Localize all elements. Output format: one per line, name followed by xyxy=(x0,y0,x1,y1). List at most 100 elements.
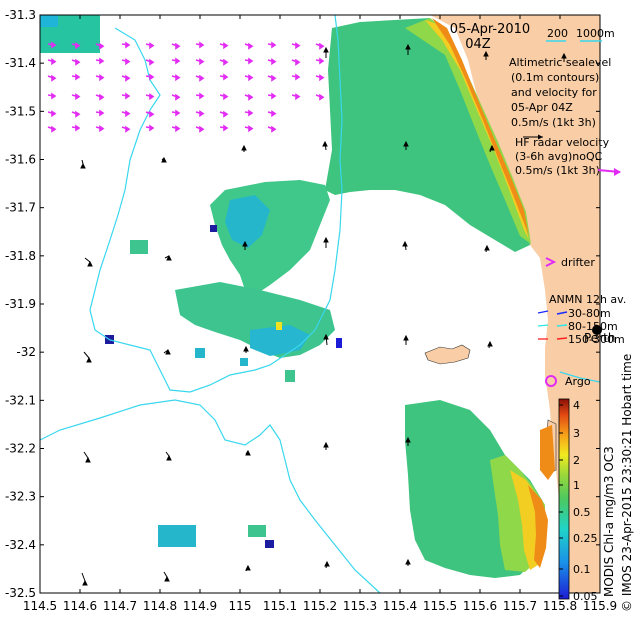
x-axis: 114.5 114.6 114.7 114.8 114.9 115 115.1 115.2 11… xyxy=(23,15,617,613)
colorbar-tick-label: 3 xyxy=(573,427,580,440)
hf-legend: HF radar velocity (3-6h avg)noQC 0.5m/s … xyxy=(515,136,610,177)
isobath-contours xyxy=(40,15,600,593)
altimetry-arrow xyxy=(83,451,89,459)
altimetry-arrowhead xyxy=(489,144,495,151)
altimetry-arrowhead xyxy=(403,140,409,147)
hf-arrowhead xyxy=(51,125,57,133)
anmn-80-150-label: 80-150m xyxy=(568,320,618,333)
altimetry-arrowhead xyxy=(164,575,170,582)
hf-arrowhead xyxy=(75,93,81,101)
x-tick-label: 115 xyxy=(229,599,252,613)
hf-arrowhead xyxy=(125,125,131,133)
altimetry-legend-line: 0.5m/s (1kt 3h) xyxy=(511,116,596,129)
hf-arrowhead xyxy=(125,110,131,118)
altimetry-arrowhead xyxy=(87,260,93,267)
x-tick-label: 115.4 xyxy=(383,599,417,613)
colorbar-tick-label: 0.05 xyxy=(573,590,598,603)
colorbar-tick-label: 2 xyxy=(573,454,580,467)
x-tick-label: 115.9 xyxy=(583,599,617,613)
hf-arrowhead xyxy=(51,41,57,49)
header-date: 05-Apr-2010 xyxy=(450,22,530,37)
altimetry-arrowhead xyxy=(323,441,329,448)
hf-arrowhead xyxy=(248,109,254,117)
scale-label-1000: 1000m xyxy=(576,27,615,40)
scale-label-200: 200 xyxy=(547,27,568,40)
colorbar xyxy=(558,398,570,600)
hf-arrowhead xyxy=(271,41,277,49)
altimetry-arrowhead xyxy=(484,244,490,251)
altimetry-arrowhead xyxy=(245,449,251,456)
x-tick-label: 115.1 xyxy=(263,599,297,613)
hf-arrowhead xyxy=(248,57,254,65)
y-tick-label: -31.8 xyxy=(5,249,36,263)
hf-arrowhead xyxy=(271,58,277,66)
hf-arrowhead xyxy=(248,42,254,50)
altimetry-arrowhead xyxy=(323,333,329,340)
altimetry-arrowhead xyxy=(242,240,248,247)
hf-arrowhead xyxy=(248,74,254,82)
hf-arrowhead xyxy=(75,58,81,66)
hf-arrowhead xyxy=(319,42,325,50)
argo-icon xyxy=(545,375,557,387)
hf-legend-line: 0.5m/s (1kt 3h) xyxy=(515,164,600,177)
hf-arrowhead xyxy=(149,110,155,118)
hf-arrowhead xyxy=(125,58,131,66)
altimetry-arrowhead xyxy=(161,156,167,163)
altimetry-legend: Altimetric sealevel (0.1m contours) and … xyxy=(509,56,611,129)
hf-radar-arrows xyxy=(47,41,325,133)
altimetry-arrow xyxy=(165,451,170,457)
altimetry-arrowhead xyxy=(402,240,408,247)
x-tick-label: 115.8 xyxy=(543,599,577,613)
altimetry-legend-arrowhead xyxy=(538,134,543,140)
colorbar-tick-label: 0.25 xyxy=(573,532,598,545)
hf-arrowhead xyxy=(271,125,277,133)
hf-arrowhead xyxy=(99,57,105,65)
y-tick-label: -32.2 xyxy=(5,442,36,456)
hf-legend-arrowhead xyxy=(614,168,621,176)
altimetry-arrowhead xyxy=(243,345,249,352)
altimetry-arrowhead xyxy=(166,454,172,461)
land-mass xyxy=(430,15,600,593)
anmn-30-80-label: 30-80m xyxy=(568,307,611,320)
altimetry-arrowhead xyxy=(166,254,172,261)
hf-arrowhead xyxy=(51,92,57,100)
anmn-150-300-swatch xyxy=(556,337,568,340)
argo-label: Argo xyxy=(565,375,591,388)
hf-arrowhead xyxy=(75,124,81,132)
hf-arrowhead xyxy=(175,57,181,65)
anmn-30-80-swatch xyxy=(556,311,568,315)
y-tick-label: -31.7 xyxy=(5,201,36,215)
drifter-icon xyxy=(545,257,557,267)
hf-arrowhead xyxy=(319,57,325,65)
altimetry-arrows xyxy=(80,43,567,586)
hf-arrowhead xyxy=(319,74,325,82)
hf-arrowhead xyxy=(149,93,155,101)
station-label: Perth xyxy=(584,331,615,345)
y-tick-label: -32 xyxy=(16,345,36,359)
hf-legend-line: (3-6h avg)noQC xyxy=(515,150,603,163)
hf-arrowhead xyxy=(223,58,229,66)
altimetry-arrowhead xyxy=(245,564,251,571)
station-marker xyxy=(592,325,602,335)
hf-arrowhead xyxy=(149,42,155,50)
hf-arrowhead xyxy=(175,109,181,117)
x-tick-label: 114.5 xyxy=(23,599,57,613)
hf-arrowhead xyxy=(175,93,181,101)
hf-arrowhead xyxy=(199,74,205,82)
altimetry-arrowhead xyxy=(403,334,409,341)
altimetry-arrowhead xyxy=(487,340,493,347)
altimetry-arrow xyxy=(84,257,91,263)
hf-arrowhead xyxy=(199,92,205,100)
hf-arrowhead xyxy=(295,73,301,81)
altimetry-legend-line: 05-Apr 04Z xyxy=(511,101,573,114)
x-tick-label: 115.3 xyxy=(343,599,377,613)
x-tick-label: 114.8 xyxy=(143,599,177,613)
y-tick-label: -31.4 xyxy=(5,56,36,70)
hf-arrowhead xyxy=(199,58,205,66)
colorbar-tick-label: 0.5 xyxy=(573,506,591,519)
altimetry-arrowhead xyxy=(85,456,91,463)
hf-arrowhead xyxy=(295,58,301,66)
hf-arrowhead xyxy=(271,110,277,118)
altimetry-arrowhead xyxy=(165,348,171,355)
hf-arrowhead xyxy=(295,93,301,101)
